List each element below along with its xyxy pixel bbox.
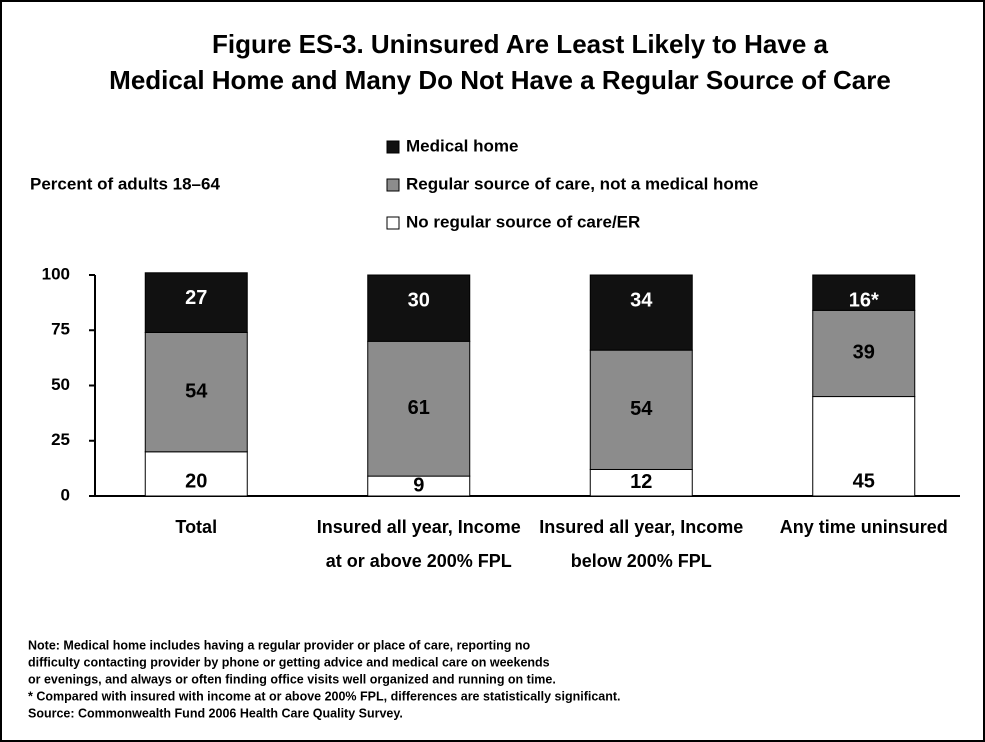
bar-segment [589,349,693,470]
y-tick-label: 75 [51,320,70,339]
legend-swatch [386,178,400,192]
bar-segment [144,272,248,333]
legend-label: Regular source of care, not a medical ho… [406,174,758,193]
chart-title: Figure ES-3. Uninsured Are Least Likely … [212,29,829,59]
value-label: 34 [630,289,653,311]
y-tick-label: 0 [61,485,70,504]
value-label: 12 [630,471,652,493]
note: Note: Medical home includes having a reg… [28,638,531,652]
bar-segment [144,451,248,497]
value-label: 45 [853,470,875,492]
bar-segment [144,331,248,453]
x-tick-label: Total [175,517,218,537]
value-label: 39 [853,342,875,364]
value-label: 54 [630,398,653,420]
value-label: 9 [413,474,424,496]
note: * Compared with insured with income at o… [28,689,621,703]
value-label: 30 [408,289,430,311]
bar-segment [367,274,471,342]
legend-swatch [386,216,400,230]
y-tick-label: 50 [51,375,70,394]
legend-label: No regular source of care/ER [406,212,640,231]
bar-segment [812,396,916,497]
value-label: 61 [408,397,430,419]
y-axis-label: Percent of adults 18–64 [30,174,220,193]
bar-segment [367,340,471,477]
bar-segment [589,274,693,351]
chart-title: Medical Home and Many Do Not Have a Regu… [109,65,891,95]
y-tick-label: 100 [42,264,70,283]
x-tick-label: Insured all year, Income at or above 200… [316,517,521,571]
value-label: 27 [185,287,207,309]
bar-segment [812,274,916,311]
x-tick-label: Any time uninsured [779,517,948,537]
legend-label: Medical home [406,136,518,155]
legend-swatch [386,140,400,154]
note: Source: Commonwealth Fund 2006 Health Ca… [28,706,403,720]
value-label: 54 [185,380,208,402]
y-tick-label: 25 [51,430,70,449]
x-tick-label: Insured all year, Income below 200% FPL [539,517,744,571]
note: difficulty contacting provider by phone … [28,655,550,669]
value-label: 16* [849,289,879,311]
bar-segment [812,309,916,398]
bar-segment [589,468,693,497]
note: or evenings, and always or often finding… [28,672,556,686]
value-label: 20 [185,470,207,492]
